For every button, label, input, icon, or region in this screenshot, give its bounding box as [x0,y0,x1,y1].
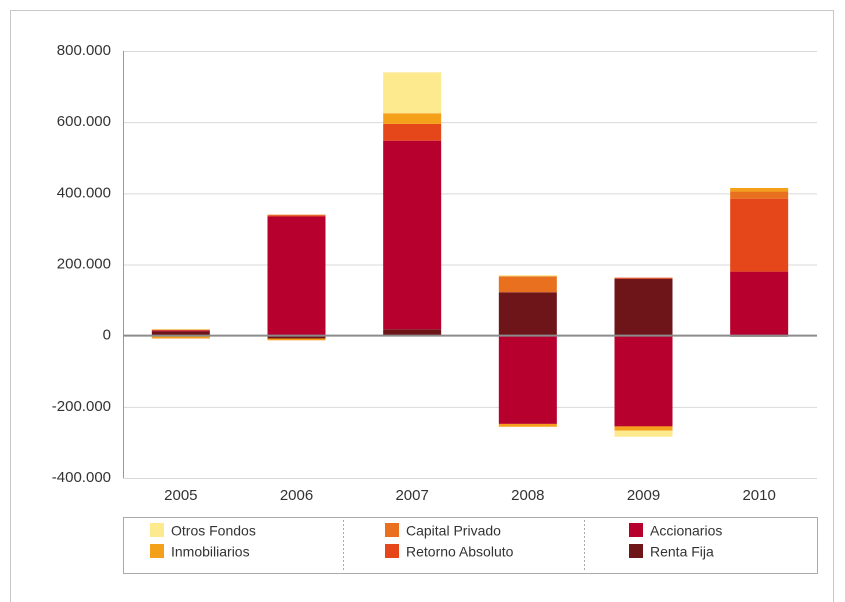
legend-swatch [150,544,164,558]
bar-segment [614,277,673,279]
bar-segment [151,335,210,339]
bar-segment [267,214,326,216]
bar-segment [151,328,210,330]
bar-segment [730,271,789,336]
legend-swatch [385,523,399,537]
y-tick-label: 0 [103,327,111,344]
bar-segment [383,72,442,114]
y-tick-label: -200.000 [52,398,111,415]
y-tick-label: 600.000 [57,113,111,130]
bar-segment [498,276,557,293]
bar-segment [383,123,442,141]
legend-label: Inmobiliarios [171,544,250,560]
bar-segment [614,430,673,437]
legend-swatch [629,523,643,537]
bar-segment [151,331,210,336]
bar-segment [730,187,789,192]
bar-segment [730,191,789,199]
bar-segment [614,278,673,336]
frame [10,10,834,602]
bar-segment [498,275,557,277]
x-tick-label: 2006 [280,487,313,504]
bar-segment [383,329,442,336]
legend: Renta Fija Accionarios Retorno Absoluto Cap… [150,523,722,560]
y-tick-label: 400.000 [57,184,111,201]
y-tick-label: -400.000 [52,469,111,486]
bar-segment [383,113,442,124]
bar-segment [267,216,326,336]
legend-box [123,517,818,574]
legend-label: Otros Fondos [171,523,256,539]
x-tick-label: 2010 [742,487,775,504]
bar-segment [267,338,326,341]
legend-label: Renta Fija [650,544,714,560]
y-tick-label: 200.000 [57,255,111,272]
legend-label: Capital Privado [406,523,501,539]
bar-segment [267,215,326,217]
legend-swatch [629,544,643,558]
bar-segment [498,335,557,424]
y-tick-label: 800.000 [57,42,111,59]
x-tick-label: 2008 [511,487,544,504]
bar-segment [730,198,789,272]
bar-segment [151,330,210,332]
bar-segment [383,140,442,330]
legend-swatch [385,544,399,558]
bar-segment [267,335,326,339]
bar-segment [498,423,557,427]
legend-swatch [150,523,164,537]
x-tick-label: 2007 [395,487,428,504]
x-tick-label: 2005 [164,487,197,504]
bar-segment [614,426,673,431]
legend-label: Retorno Absoluto [406,544,514,560]
x-tick-label: 2009 [627,487,660,504]
bar-segment [151,329,210,331]
legend-label: Accionarios [650,523,722,539]
bar-segment [498,292,557,336]
bar-segment [614,335,673,427]
